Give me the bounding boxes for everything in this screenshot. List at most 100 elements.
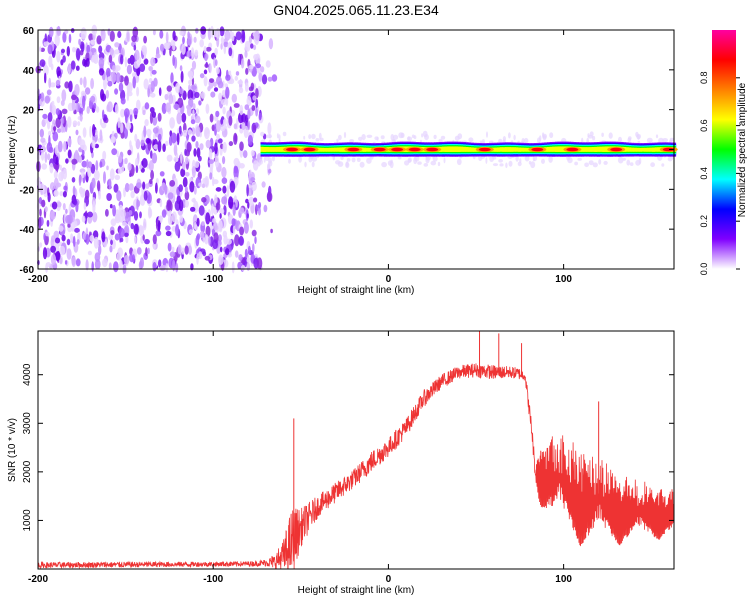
spectrogram-band-cell <box>628 147 632 152</box>
spectrogram-halo-cell <box>567 157 573 164</box>
spectrogram-peak <box>303 147 316 152</box>
spectrogram-noise-cell <box>231 261 235 274</box>
spectrogram-noise-cell <box>118 227 125 238</box>
spectrogram-halo-cell <box>456 158 462 166</box>
spectrogram-noise-cell <box>193 186 197 195</box>
spectrogram-noise-cell <box>86 44 90 54</box>
spectrogram-halo-cell <box>411 134 415 139</box>
spectrogram-halo-cell <box>592 162 598 168</box>
spectrogram-noise-cell <box>65 208 68 215</box>
x-tick-label: 0 <box>386 274 392 285</box>
spectrogram-noise-cell <box>52 126 57 132</box>
spectrogram-noise-cell <box>144 238 150 245</box>
spectrogram-noise-cell <box>129 140 132 148</box>
spectrogram-noise-cell <box>164 184 168 195</box>
spectrogram-noise-cell <box>235 71 240 76</box>
spectrogram-noise-cell <box>234 134 238 142</box>
spectrogram-band-cell <box>502 147 506 152</box>
spectrogram-band-cell <box>591 147 595 152</box>
spectrogram-noise-cell <box>90 47 97 53</box>
spectrogram-noise-cell <box>222 141 227 154</box>
spectrogram-noise-cell <box>152 234 157 245</box>
spectrogram-noise-cell <box>228 141 234 147</box>
colorbar-tick-label: 0.4 <box>699 167 709 180</box>
spectrogram-noise-cell <box>75 48 81 61</box>
spectrogram-noise-cell <box>188 229 193 235</box>
spectrogram-noise-cell <box>46 262 51 267</box>
spectrogram-band-cell <box>512 147 516 152</box>
spectrogram-noise-cell <box>85 259 89 271</box>
spectrogram-noise-cell <box>238 163 245 169</box>
spectrogram-noise-cell <box>136 66 141 77</box>
spectrogram-halo-cell <box>304 161 307 168</box>
spectrogram-noise-cell <box>261 74 268 85</box>
spectrogram-noise-cell <box>195 126 201 138</box>
spectrogram-noise-cell <box>63 140 67 153</box>
spectrogram-noise-cell <box>214 155 220 168</box>
spectrogram-band-cell <box>589 147 592 152</box>
spectrogram-noise-cell <box>46 219 50 227</box>
spectrogram-noise-cell <box>185 156 189 165</box>
snr-series-layer <box>37 331 675 570</box>
spectrogram-noise-cell <box>253 44 257 51</box>
spectrogram-noise-cell <box>226 185 230 198</box>
spectrogram-noise-cell <box>165 263 169 273</box>
spectrogram-band-cell <box>554 146 558 152</box>
spectrogram-noise-cell <box>176 112 182 125</box>
spectrogram-noise-cell <box>152 127 159 134</box>
spectrogram-noise-cell <box>208 159 215 165</box>
x-tick-label: 100 <box>555 274 572 285</box>
x-tick-label: 0 <box>386 574 392 585</box>
spectrogram-noise-cell <box>219 246 223 253</box>
spectrogram-noise-cell <box>174 200 181 211</box>
spectrogram-halo-cell <box>393 134 399 140</box>
y-tick-label: -20 <box>20 185 35 196</box>
spectrogram-noise-cell <box>67 223 71 228</box>
spectrogram-noise-cell <box>165 225 171 231</box>
spectrogram-noise-cell <box>56 29 61 37</box>
y-tick-label: -40 <box>20 225 35 236</box>
spectrogram-noise-cell <box>110 218 117 227</box>
spectrogram-halo-cell <box>457 133 463 140</box>
spectrogram-noise-cell <box>205 103 210 115</box>
spectrogram-noise-cell <box>215 59 218 66</box>
spectrogram-noise-cell <box>147 247 150 255</box>
spectrogram-halo-cell <box>288 158 291 164</box>
spectrogram-noise-cell <box>79 106 83 117</box>
spectrogram-noise-cell <box>215 202 221 211</box>
spectrogram-noise-cell <box>215 187 222 192</box>
spectrogram-peak <box>347 147 360 152</box>
spectrogram-noise-cell <box>201 221 205 226</box>
spectrogram-band-cell <box>331 147 335 152</box>
spectrogram-noise-cell <box>190 47 195 59</box>
spectrogram-band-cell <box>470 147 474 152</box>
spectrogram-noise-cell <box>107 80 113 87</box>
spectrogram-halo-cell <box>345 161 349 168</box>
spectrogram-halo-cell <box>492 156 497 160</box>
spectrogram-noise-cell <box>232 204 236 217</box>
spectrogram-noise-cell <box>152 29 156 36</box>
spectrogram-noise-cell <box>267 122 272 135</box>
spectrogram-noise-cell <box>221 196 228 205</box>
spectrogram-noise-cell <box>142 181 146 190</box>
spectrogram-noise-cell <box>124 182 130 193</box>
spectrogram-noise-cell <box>220 118 224 125</box>
spectrogram-noise-cell <box>96 35 102 45</box>
spectrogram-noise-cell <box>191 135 196 142</box>
spectrogram-noise-cell <box>136 199 141 208</box>
spectrogram-noise-cell <box>223 204 227 216</box>
colorbar-tick-label: 0.2 <box>699 215 709 228</box>
spectrogram-noise-cell <box>44 151 48 164</box>
spectrogram-noise-cell <box>199 231 205 239</box>
spectrogram-noise-cell <box>177 244 182 255</box>
spectrogram-noise-cell <box>102 150 107 161</box>
spectrogram-noise-cell <box>133 223 139 235</box>
spectrogram-halo-cell <box>498 138 503 144</box>
spectrogram-noise-cell <box>198 100 202 106</box>
spectrogram-noise-cell <box>233 157 240 167</box>
x-tick-label: 100 <box>555 574 572 585</box>
spectrogram-noise-cell <box>110 136 116 144</box>
spectrogram-band-cell <box>334 147 338 152</box>
spectrogram-noise-cell <box>89 234 95 242</box>
spectrogram-band-cell <box>326 147 330 152</box>
